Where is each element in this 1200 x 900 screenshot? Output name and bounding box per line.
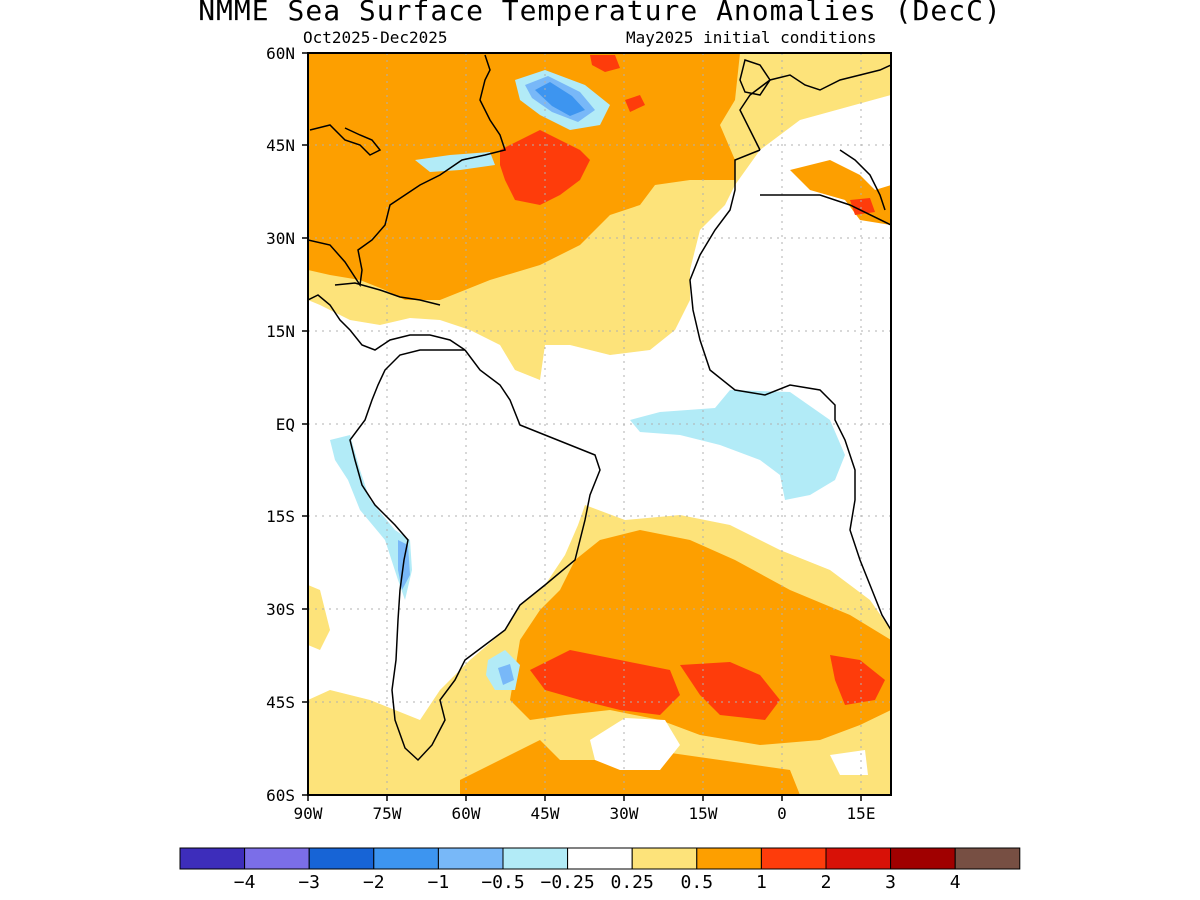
anomaly-region-south-red-2 <box>680 662 780 720</box>
coast-cuba <box>334 282 441 306</box>
anomaly-region-north-red-3 <box>625 95 645 112</box>
anomaly-region-south-gap <box>590 718 680 770</box>
anomaly-region-equatorial-cool <box>630 390 845 500</box>
anomaly-region-south-gap-2 <box>830 750 868 775</box>
graticule <box>308 53 891 795</box>
colorbar-swatch <box>502 847 569 870</box>
colorbar-swatch <box>825 847 892 870</box>
lon-label-75w: 75W <box>372 804 402 823</box>
coast-great-lakes <box>309 124 382 156</box>
lat-label-60s: 60S <box>266 786 295 805</box>
anomaly-region-labrador-cool-3 <box>535 82 585 116</box>
coast-south-america <box>349 349 601 762</box>
colorbar-swatch <box>954 847 1021 870</box>
colorbar-swatch <box>631 847 698 870</box>
anomaly-region-south-red-3 <box>830 655 885 705</box>
lat-label-15s: 15S <box>266 507 295 526</box>
colorbar-tick-label: 0.5 <box>680 872 714 893</box>
lon-label-45w: 45W <box>530 804 560 823</box>
colorbar-tick-label: 1 <box>755 872 767 893</box>
colorbar-tick-label: −3 <box>298 872 321 893</box>
coast-north-america <box>308 54 506 288</box>
colorbar-swatch <box>437 847 504 870</box>
lon-label-15w: 15W <box>688 804 718 823</box>
axis-ticks <box>302 52 862 801</box>
lon-label-60w: 60W <box>451 804 481 823</box>
lon-label-15e: 15E <box>846 804 876 823</box>
colorbar-tick-label: 4 <box>949 872 961 893</box>
lat-label-30s: 30S <box>266 600 295 619</box>
coast-europe <box>739 64 891 151</box>
forecast-period: Oct2025-Dec2025 <box>303 28 448 47</box>
colorbar-tick-label: −1 <box>427 872 450 893</box>
lat-label-15n: 15N <box>266 322 295 341</box>
anomaly-region-pacific-cool <box>330 435 412 600</box>
coast-africa <box>689 149 891 631</box>
colorbar <box>179 847 1021 870</box>
colorbar-tick-label: −4 <box>233 872 256 893</box>
anomaly-region-falklands-cool-2 <box>498 664 514 685</box>
colorbar-swatch <box>179 847 246 870</box>
lat-label-45n: 45N <box>266 136 295 155</box>
colorbar-swatch <box>890 847 956 870</box>
colorbar-swatch <box>567 847 633 870</box>
anomaly-shading <box>308 53 891 795</box>
lat-label-45s: 45S <box>266 693 295 712</box>
coast-gulf <box>308 294 466 351</box>
colorbar-tick-label: −0.25 <box>540 872 595 893</box>
coast-italy <box>839 149 886 211</box>
anomaly-region-med-red <box>850 198 875 215</box>
lat-label-eq: EQ <box>275 415 295 434</box>
anomaly-region-north-red-2 <box>590 55 620 72</box>
initial-conditions: May2025 initial conditions <box>626 28 877 47</box>
anomaly-region-north-red <box>500 130 590 205</box>
colorbar-swatch <box>696 847 762 870</box>
anomaly-region-south-red <box>530 650 680 715</box>
colorbar-swatch <box>373 847 439 870</box>
colorbar-tick-label: 0.25 <box>610 872 654 893</box>
colorbar-tick-label: 2 <box>820 872 832 893</box>
chart-title: NMME Sea Surface Temperature Anomalies (… <box>198 0 1002 27</box>
colorbar-swatch <box>308 847 375 870</box>
colorbar-tick-label: −0.5 <box>481 872 525 893</box>
coastlines <box>308 54 891 762</box>
anomaly-region-med-orange <box>790 160 891 225</box>
colorbar-swatch <box>760 847 827 870</box>
lon-label-0: 0 <box>777 804 787 823</box>
lon-label-30w: 30W <box>609 804 639 823</box>
anomaly-region-pacific-warm <box>308 585 330 650</box>
lon-label-90w: 90W <box>293 804 323 823</box>
colorbar-tick-label: −2 <box>362 872 385 893</box>
coast-uk <box>739 59 771 96</box>
lat-label-30n: 30N <box>266 229 295 248</box>
colorbar-swatch <box>244 847 310 870</box>
coast-mediterranean-africa <box>760 194 891 226</box>
colorbar-tick-label: 3 <box>885 872 897 893</box>
lat-label-60n: 60N <box>266 44 295 63</box>
